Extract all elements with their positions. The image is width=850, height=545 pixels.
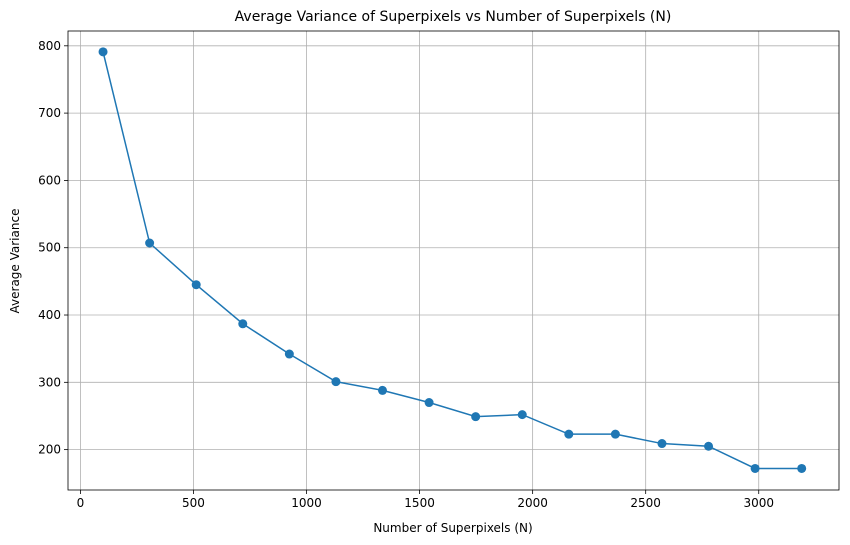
y-tick-label: 800 — [38, 39, 61, 53]
y-tick-label: 200 — [38, 443, 61, 457]
data-point — [378, 385, 388, 395]
data-point — [424, 398, 434, 408]
x-tick-label: 500 — [182, 496, 205, 510]
x-tick-label: 1000 — [291, 496, 322, 510]
data-point — [657, 439, 667, 449]
x-tick-label: 3000 — [743, 496, 774, 510]
series-line — [102, 51, 802, 470]
ticks: 0 500 1000 1500 2000 2500 3000 200 300 400 500 600 7… — [38, 39, 774, 510]
x-tick-label: 1500 — [404, 496, 435, 510]
data-point — [750, 463, 760, 473]
data-point — [471, 412, 481, 422]
y-tick-label: 300 — [38, 375, 61, 389]
y-tick-label: 400 — [38, 308, 61, 322]
data-point — [238, 319, 248, 329]
data-point — [564, 429, 574, 439]
grid — [68, 31, 839, 490]
data-point — [797, 463, 807, 473]
y-axis-label: Average Variance — [8, 209, 22, 314]
data-point — [517, 410, 527, 420]
plot-frame — [67, 30, 840, 491]
data-point — [145, 238, 155, 248]
data-point — [610, 429, 620, 439]
data-point — [331, 377, 341, 387]
y-tick-label: 600 — [38, 173, 61, 187]
data-point — [284, 349, 294, 359]
chart-title: Average Variance of Superpixels vs Numbe… — [235, 9, 672, 25]
series-layer — [98, 47, 807, 473]
x-tick-label: 0 — [77, 496, 85, 510]
x-axis-label: Number of Superpixels (N) — [373, 521, 532, 535]
x-tick-label: 2500 — [630, 496, 661, 510]
data-point — [704, 441, 714, 451]
x-tick-label: 2000 — [517, 496, 548, 510]
data-point — [191, 280, 201, 290]
y-tick-label: 500 — [38, 241, 61, 255]
y-tick-label: 700 — [38, 106, 61, 120]
data-point — [98, 47, 108, 57]
